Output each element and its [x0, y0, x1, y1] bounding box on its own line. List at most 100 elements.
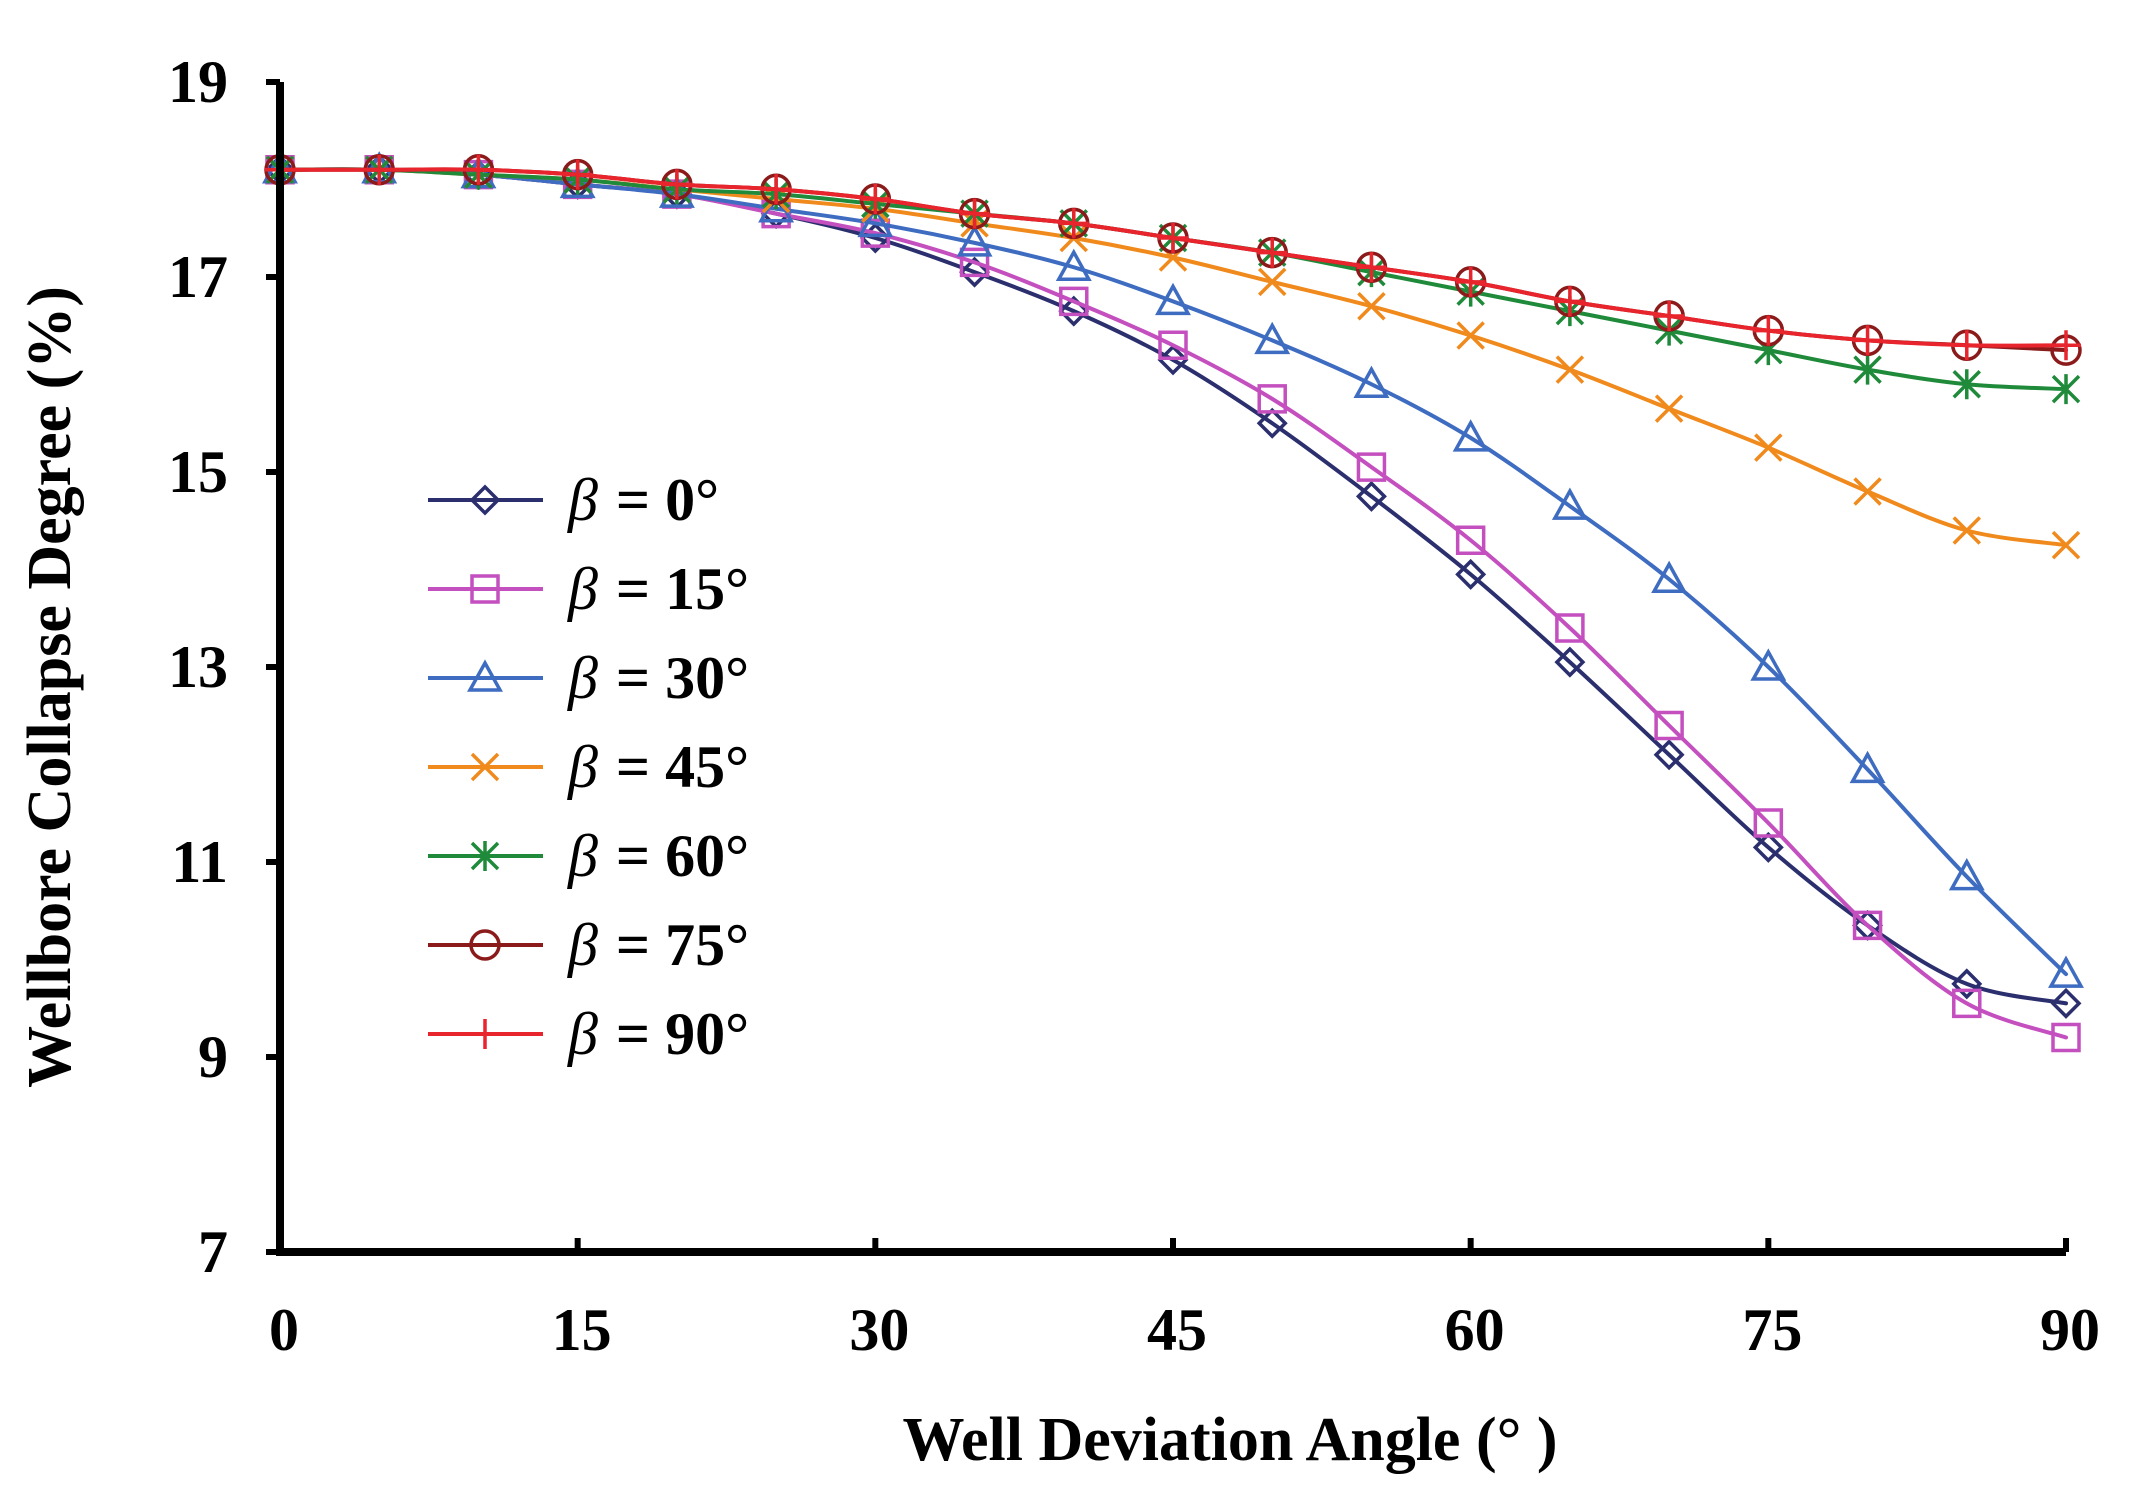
data-point	[959, 198, 990, 229]
legend-label: β = 75°	[567, 912, 749, 978]
legend-marker	[470, 752, 500, 782]
data-point	[761, 174, 792, 205]
legend-label: β = 30°	[567, 645, 749, 711]
data-point	[1055, 248, 1092, 281]
data-point	[1651, 560, 1688, 593]
data-point	[1852, 325, 1883, 356]
data-point	[1157, 344, 1189, 376]
legend-marker	[469, 484, 501, 516]
data-point	[857, 204, 894, 238]
data-point	[1357, 292, 1386, 321]
series-1	[265, 155, 2081, 1053]
data-point	[1455, 266, 1486, 297]
y-tick-label: 19	[168, 49, 228, 115]
data-point	[2051, 374, 2081, 405]
legend-marker	[469, 929, 501, 961]
legend-entry: β = 15°	[428, 556, 749, 622]
legend-label: β = 45°	[567, 734, 749, 800]
data-point	[1849, 750, 1886, 784]
series-2	[262, 151, 2084, 988]
data-point	[1951, 968, 1983, 1000]
data-point	[1952, 369, 1982, 400]
data-point	[1257, 237, 1288, 268]
legend-marker	[467, 659, 503, 692]
data-point	[2051, 530, 2081, 560]
legend-entry: β = 90°	[428, 1001, 749, 1067]
data-point	[1853, 354, 1882, 385]
data-point	[463, 154, 494, 185]
y-tick-label: 17	[168, 244, 228, 310]
data-point	[1754, 433, 1783, 462]
x-tick-label: 15	[552, 1297, 612, 1363]
data-point	[1948, 858, 1985, 891]
data-point	[1752, 831, 1784, 863]
data-point	[1952, 516, 1982, 545]
legend: β = 0° β = 15° β = 30° β = 45° β = 60° β = 75° β = 90…	[428, 467, 749, 1067]
data-point	[1455, 558, 1487, 590]
legend-marker	[470, 574, 500, 604]
data-point	[956, 224, 993, 257]
legend-marker	[470, 1019, 500, 1049]
y-tick-label: 9	[198, 1024, 228, 1090]
data-point	[1555, 613, 1585, 643]
x-tick-label: 60	[1445, 1297, 1505, 1363]
data-point	[1750, 648, 1787, 681]
data-point	[1653, 739, 1685, 771]
data-point	[1952, 988, 1982, 1019]
data-point	[1254, 321, 1291, 355]
x-tick-label: 75	[1742, 1297, 1802, 1363]
data-point	[661, 169, 692, 200]
legend-entry: β = 60°	[428, 823, 749, 889]
legend-entry: β = 45°	[428, 734, 749, 800]
data-point	[1257, 384, 1287, 414]
series-line	[278, 167, 2068, 1006]
data-point	[1356, 252, 1387, 283]
y-tick-label: 15	[168, 439, 228, 505]
data-point	[2051, 1022, 2081, 1053]
y-axis-title: Wellbore Collapse Degree (%)	[16, 286, 84, 1088]
ticks-group: 7 9 11 13 15 17 19 0 15 30 45 60 75 90	[168, 49, 2100, 1363]
data-point	[1158, 330, 1188, 360]
y-tick-label: 11	[171, 829, 228, 895]
data-point	[1256, 407, 1288, 439]
x-tick-label: 45	[1147, 1297, 1207, 1363]
x-tick-label: 30	[849, 1297, 909, 1363]
data-point	[1555, 355, 1585, 384]
data-point	[1951, 330, 1982, 361]
data-point	[1654, 710, 1684, 741]
data-point	[559, 165, 596, 199]
data-point	[860, 184, 891, 214]
data-point	[1654, 394, 1684, 423]
data-point	[1554, 286, 1585, 317]
data-point	[562, 159, 593, 190]
legend-label: β = 0°	[567, 467, 719, 533]
x-tick-label: 0	[269, 1297, 299, 1363]
data-point	[2051, 330, 2081, 361]
legend-label: β = 60°	[567, 823, 749, 889]
legend-entry: β = 75°	[428, 912, 749, 978]
data-point	[1155, 282, 1191, 316]
legend-entry: β = 30°	[428, 645, 749, 711]
data-point	[1753, 808, 1784, 838]
data-point	[1353, 365, 1390, 398]
data-point	[1356, 452, 1387, 482]
data-point	[1852, 910, 1883, 941]
data-point	[1654, 301, 1685, 331]
legend-label: β = 15°	[567, 556, 749, 622]
y-tick-label: 7	[198, 1219, 228, 1285]
series-6	[265, 154, 2081, 361]
plot-series-group	[262, 151, 2084, 1053]
x-axis-title: Well Deviation Angle (° )	[902, 1406, 1557, 1474]
series-line	[278, 167, 2068, 392]
series-4	[265, 154, 2081, 405]
legend-entry: β = 0°	[428, 467, 719, 533]
data-point	[1257, 267, 1287, 297]
data-point	[1058, 208, 1089, 239]
series-line	[278, 167, 2068, 977]
data-point	[1452, 419, 1489, 452]
data-point	[959, 256, 991, 288]
data-point	[1455, 525, 1486, 555]
data-point	[1753, 315, 1784, 346]
data-point	[1158, 223, 1188, 253]
